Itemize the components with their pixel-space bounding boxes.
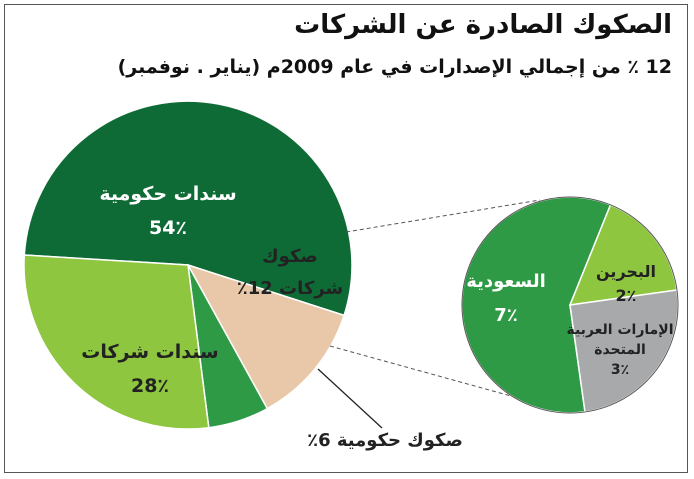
connector-top xyxy=(345,199,541,233)
pie2-label-1-line-1: 2٪ xyxy=(616,286,637,305)
pie1-label-1-line-1: شركات 12٪ xyxy=(237,278,344,299)
pie1-label-1-line-0: صكوك xyxy=(262,246,318,267)
pie2-label-2-line-0: الإمارات العربية xyxy=(566,322,673,338)
pie1-slice-3 xyxy=(23,254,210,430)
pie1-label-0-line-1: 54٪ xyxy=(149,217,187,239)
pie1-label-3-line-1: 28٪ xyxy=(131,375,169,397)
chart-title: الصكوك الصادرة عن الشركات xyxy=(294,10,672,40)
pie2-label-0-line-1: 7٪ xyxy=(494,305,518,326)
connector-bottom xyxy=(329,345,541,405)
pie2-label-0-line-0: السعودية xyxy=(466,271,546,292)
pie2-label-2-line-1: المتحدة xyxy=(594,342,646,358)
pie2-label-1-line-0: البحرين xyxy=(596,262,656,281)
pie2-label-2-line-2: 3٪ xyxy=(611,362,629,378)
pie1-label-3-line-0: سندات شركات xyxy=(81,341,218,363)
pie1-leader-line xyxy=(317,368,383,429)
chart-subtitle: 12 ٪ من إجمالي الإصدارات في عام 2009م (ي… xyxy=(117,56,672,78)
pie1-label-0-line-0: سندات حكومية xyxy=(99,183,236,205)
pie1-label-2-line-0: صكوك حكومية 6٪ xyxy=(307,430,463,451)
pie1-slice-0 xyxy=(23,100,353,317)
pie2-outline xyxy=(461,196,679,414)
pie1-slice-1 xyxy=(186,263,346,410)
